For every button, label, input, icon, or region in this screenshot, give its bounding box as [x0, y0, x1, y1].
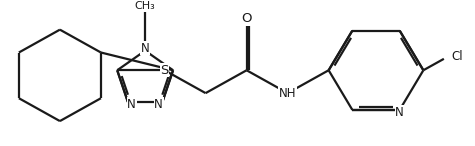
Text: S: S — [161, 64, 169, 77]
Text: NH: NH — [279, 87, 296, 100]
Text: N: N — [141, 42, 150, 55]
Text: O: O — [241, 12, 252, 25]
Text: Cl: Cl — [451, 50, 463, 63]
Text: N: N — [395, 106, 404, 119]
Text: N: N — [127, 98, 136, 111]
Text: N: N — [154, 98, 163, 111]
Text: CH₃: CH₃ — [135, 1, 155, 11]
